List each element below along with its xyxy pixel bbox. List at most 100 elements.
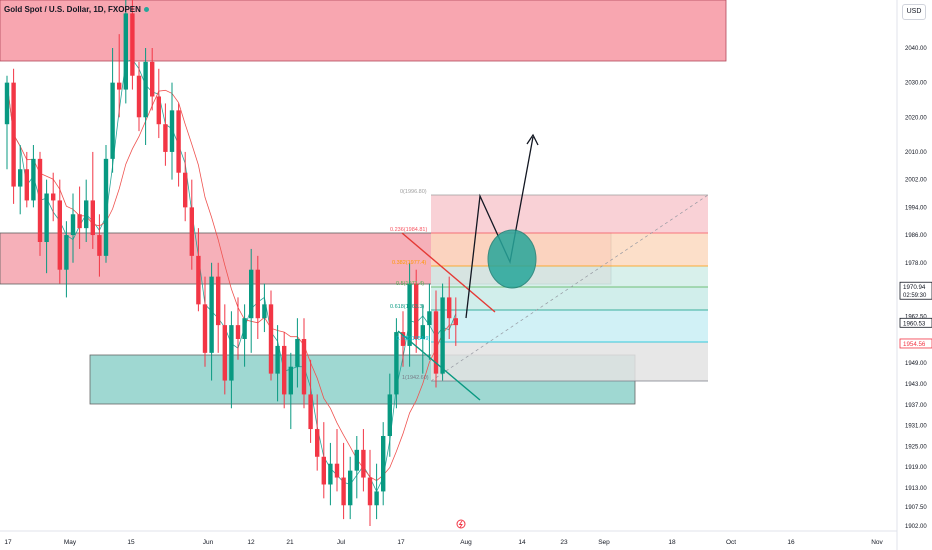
candle <box>288 366 293 395</box>
candle <box>301 338 307 395</box>
candle <box>37 158 43 242</box>
candle <box>249 269 254 319</box>
candle <box>123 13 128 90</box>
candle <box>189 207 194 256</box>
fib-level-label: 0.786(1954.9) <box>396 336 430 342</box>
price-tick-label: 1949.00 <box>905 361 927 367</box>
fib-trend-line <box>430 194 709 382</box>
price-tick-label: 1913.00 <box>905 486 927 492</box>
market-open-dot <box>143 7 149 13</box>
price-tick-label: 2020.00 <box>905 115 927 121</box>
candle <box>229 325 234 381</box>
candle <box>235 325 241 339</box>
candle <box>130 13 135 76</box>
candle <box>84 200 89 229</box>
candle <box>44 193 49 242</box>
candle <box>282 345 287 395</box>
chart-title: Gold Spot / U.S. Dollar, 1D, FXOPEN <box>4 5 149 14</box>
candle <box>117 82 122 90</box>
time-tick-label: 15 <box>127 539 135 546</box>
price-marker-box <box>899 317 932 328</box>
upper-supply-zone <box>0 0 727 62</box>
candle <box>31 158 36 201</box>
candle <box>420 325 425 339</box>
price-tick-label: 1902.00 <box>905 524 927 530</box>
candle <box>209 276 214 353</box>
time-tick-label: Sep <box>598 539 610 546</box>
countdown-label: 02:59:30 <box>903 293 927 299</box>
lightning-icon <box>458 520 463 528</box>
fib-level-label: 1(1942.60) <box>402 375 429 381</box>
candle <box>400 332 406 346</box>
price-tick-label: 1943.00 <box>905 382 927 388</box>
price-marker-box <box>899 338 932 349</box>
price-marker-label: 1960.53 <box>903 320 926 327</box>
falling-resistance-line <box>401 232 496 313</box>
fib-band <box>431 342 708 381</box>
projection-arrowhead <box>526 133 539 146</box>
candle <box>433 311 439 374</box>
price-tick-label: 1937.00 <box>905 403 927 409</box>
candle <box>51 193 56 201</box>
price-tick-label: 2002.00 <box>905 178 927 184</box>
candle <box>103 158 109 256</box>
candle <box>447 297 452 319</box>
candle <box>255 269 260 319</box>
time-tick-label: Jul <box>337 539 346 546</box>
candle <box>150 61 155 97</box>
candle <box>308 394 313 430</box>
event-marker-icon <box>456 519 466 529</box>
candle <box>242 318 247 339</box>
candle <box>24 169 29 201</box>
candle <box>216 276 221 326</box>
candle <box>361 449 366 478</box>
time-tick-label: Jun <box>203 539 214 546</box>
candle <box>196 255 201 305</box>
candle <box>90 200 95 236</box>
price-marker-label: 1954.56 <box>903 341 926 348</box>
target-circle <box>487 229 537 289</box>
fib-band <box>431 195 708 233</box>
price-tick-label: 2030.00 <box>905 81 927 87</box>
candle <box>4 82 10 125</box>
fib-level-label: 0(1996.80) <box>400 189 427 195</box>
fib-band <box>431 287 708 310</box>
candle <box>348 470 353 506</box>
time-tick-label: Nov <box>871 539 883 546</box>
time-tick-label: May <box>64 539 77 546</box>
currency-button[interactable]: USD <box>902 4 926 20</box>
candle <box>315 429 320 457</box>
candle <box>328 463 333 485</box>
fib-level-label: 0.618(1963.3) <box>390 304 424 310</box>
time-tick-label: 14 <box>518 539 526 546</box>
candle <box>381 435 386 492</box>
candle <box>367 477 373 506</box>
candle <box>453 318 458 326</box>
fib-level-label: 0.382(1977.4) <box>392 260 426 266</box>
candle <box>275 345 280 374</box>
candle <box>143 61 148 118</box>
candle <box>268 304 274 374</box>
fib-band <box>431 310 708 342</box>
time-tick-label: 23 <box>560 539 568 546</box>
price-tick-label: 1962.50 <box>905 314 927 320</box>
time-tick-label: Aug <box>460 539 472 546</box>
time-tick-label: 17 <box>4 539 12 546</box>
price-tick-label: 2040.00 <box>905 46 927 52</box>
projection-path <box>465 136 534 319</box>
candle <box>407 283 412 346</box>
candle <box>222 325 227 381</box>
candle <box>414 283 419 339</box>
candle <box>77 214 82 229</box>
candle <box>262 304 267 319</box>
price-tick-label: 1925.00 <box>905 444 927 450</box>
falling-support-line <box>397 330 481 401</box>
time-tick-label: 21 <box>286 539 294 546</box>
candle <box>176 110 181 173</box>
candle <box>354 449 359 471</box>
price-tick-label: 1919.00 <box>905 465 927 471</box>
price-tick-label: 1931.00 <box>905 424 927 430</box>
candle <box>387 394 392 436</box>
